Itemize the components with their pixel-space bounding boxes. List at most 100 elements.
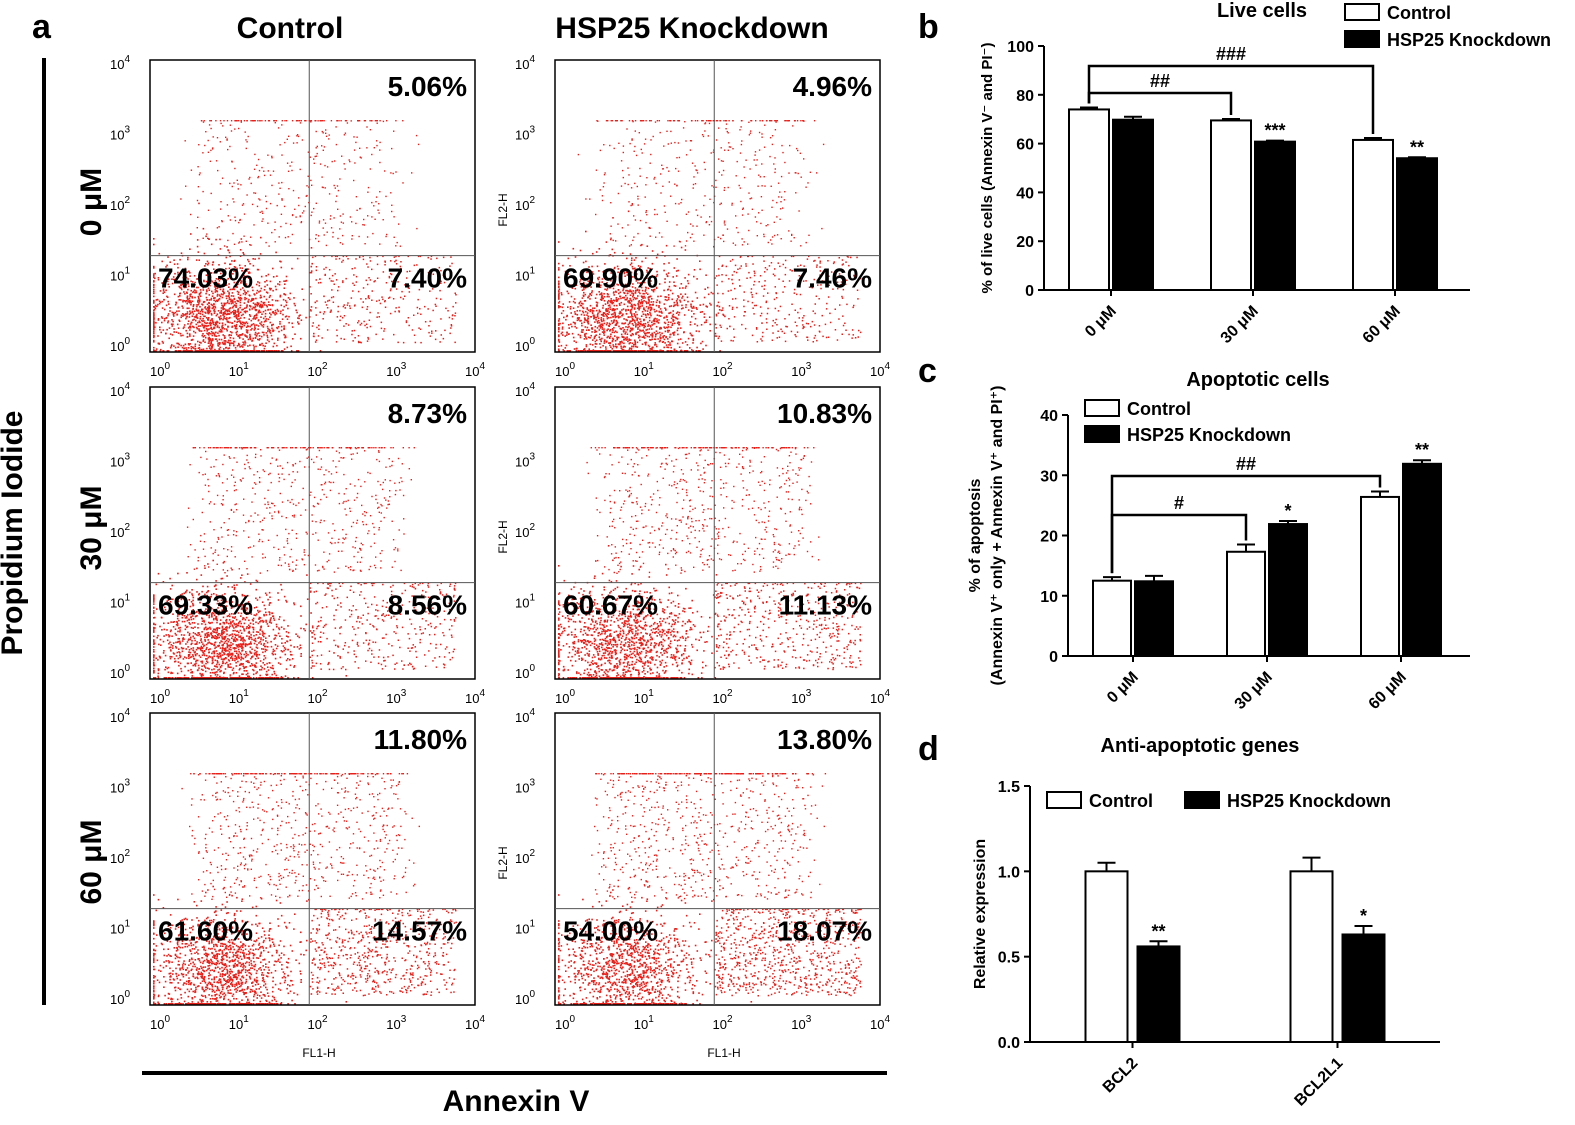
significance-bracket xyxy=(1087,64,1375,134)
legend-swatch-control xyxy=(1084,399,1120,417)
x-tick-label: 101 xyxy=(634,361,654,379)
quadrant-lr-percent: 18.07% xyxy=(777,916,872,947)
y-tick-label: 101 xyxy=(110,593,130,611)
x-tick-label: 104 xyxy=(870,1014,890,1032)
y-tick-label: 102 xyxy=(110,195,130,213)
flow-plot: 100 100 101 101 102 102 103 103 104 104 10.83% 60.6… xyxy=(496,381,890,706)
plot-frame xyxy=(149,386,476,680)
significance-bracket xyxy=(1087,91,1233,115)
plot-frame xyxy=(554,712,881,1006)
y-tick-label: 103 xyxy=(110,778,130,796)
x-tick-label: 102 xyxy=(307,361,327,379)
y-tick-label: 101 xyxy=(515,593,535,611)
quadrant-lr-percent: 7.40% xyxy=(388,263,467,294)
y-tick-label: 0.5 xyxy=(998,950,1020,967)
y-tick-label: 103 xyxy=(515,778,535,796)
bracket-label: ### xyxy=(1216,44,1246,64)
row-title-2: 60 μM xyxy=(75,819,108,904)
x-tick-label: 0 μM xyxy=(1104,669,1142,707)
x-tick-label: 104 xyxy=(465,361,485,379)
y-tick-label: 101 xyxy=(110,919,130,937)
x-tick-label: 101 xyxy=(229,688,249,706)
panel-a-y-title: Propidium Iodide xyxy=(0,411,29,656)
x-tick-label: 60 μM xyxy=(1366,669,1410,713)
significance-star: ** xyxy=(1415,440,1429,460)
y-tick-label: 102 xyxy=(515,195,535,213)
y-tick-label: 1.0 xyxy=(998,864,1020,881)
significance-bracket xyxy=(1110,474,1382,574)
x-tick-label: 103 xyxy=(386,361,406,379)
x-tick-label: 30 μM xyxy=(1218,303,1262,347)
y-tick-label: 103 xyxy=(515,452,535,470)
row-title-0: 0 μM xyxy=(75,168,108,236)
y-tick-label: 100 xyxy=(110,663,130,681)
significance-bracket xyxy=(1110,513,1248,574)
bar-control xyxy=(1360,495,1400,657)
quadrant-ll-percent: 60.67% xyxy=(563,590,658,621)
y-tick-label: 0 xyxy=(1049,649,1058,666)
x-tick-label: 103 xyxy=(791,688,811,706)
quadrant-lr-percent: 7.46% xyxy=(793,263,872,294)
x-tick-label: 103 xyxy=(791,1014,811,1032)
x-tick-label: 104 xyxy=(870,688,890,706)
flow-cytometry-grid: 100 100 101 101 102 102 103 103 104 104 5.06% 74.03… xyxy=(110,54,890,1060)
y-tick-label: 101 xyxy=(515,266,535,284)
y-tick-label: 0.0 xyxy=(998,1035,1020,1052)
bar-knockdown xyxy=(1268,523,1308,657)
fl1-axis-label: FL1-H xyxy=(707,1046,740,1060)
bar-control xyxy=(1092,579,1132,657)
y-tick-label: 100 xyxy=(515,336,535,354)
y-tick-label: 102 xyxy=(110,522,130,540)
chart-title: Anti-apoptotic genes xyxy=(1101,735,1300,757)
x-tick-label: BCL2 xyxy=(1100,1055,1142,1097)
legend-label: Control xyxy=(1089,791,1153,811)
y-axis-label: (Annexin V⁺ only + Annexin V⁺ and PI⁺) xyxy=(989,386,1006,686)
bracket-label: # xyxy=(1174,493,1184,513)
panel-b-letter: b xyxy=(918,8,939,46)
y-tick-label: 20 xyxy=(1016,234,1034,251)
fl1-axis-label: FL1-H xyxy=(302,1046,335,1060)
y-axis-label: % of live cells (Annexin V⁻ and PI⁻) xyxy=(979,43,996,294)
bar-control xyxy=(1226,550,1266,658)
flow-events xyxy=(153,773,457,1005)
x-tick-label: 100 xyxy=(150,1014,170,1032)
x-tick-label: 103 xyxy=(386,688,406,706)
y-tick-label: 102 xyxy=(515,522,535,540)
legend-label: HSP25 Knockdown xyxy=(1127,425,1291,445)
plot-frame xyxy=(554,386,881,680)
flow-plot: 100 100 101 101 102 102 103 103 104 104 5.06% 74.03… xyxy=(110,54,485,379)
legend-swatch-control xyxy=(1344,3,1380,21)
x-tick-label: 104 xyxy=(870,361,890,379)
x-tick-label: 60 μM xyxy=(1360,303,1404,347)
y-tick-label: 40 xyxy=(1040,408,1058,425)
y-tick-label: 101 xyxy=(110,266,130,284)
panel-a-letter: a xyxy=(32,8,52,46)
plot-frame xyxy=(149,712,476,1006)
y-tick-label: 30 xyxy=(1040,468,1058,485)
quadrant-ll-percent: 54.00% xyxy=(563,916,658,947)
significance-star: *** xyxy=(1264,121,1285,141)
bar-knockdown xyxy=(1254,140,1296,291)
bar-control xyxy=(1084,870,1129,1043)
plot-frame xyxy=(554,59,881,353)
flow-plot: 100 100 101 101 102 102 103 103 104 104 11.80% 61.6… xyxy=(110,707,485,1060)
panel-a-col-title-control: Control xyxy=(237,12,344,45)
legend-label: Control xyxy=(1127,399,1191,419)
x-tick-label: 102 xyxy=(307,1014,327,1032)
x-tick-label: BCL2L1 xyxy=(1292,1055,1347,1110)
y-tick-label: 1.5 xyxy=(998,779,1020,796)
x-tick-label: 104 xyxy=(465,1014,485,1032)
quadrant-lr-percent: 14.57% xyxy=(372,916,467,947)
significance-star: * xyxy=(1284,501,1291,521)
y-tick-label: 103 xyxy=(515,125,535,143)
x-tick-label: 100 xyxy=(555,361,575,379)
flow-events xyxy=(558,447,862,679)
x-tick-label: 102 xyxy=(712,361,732,379)
bracket-label: ## xyxy=(1236,454,1256,474)
x-tick-label: 101 xyxy=(229,361,249,379)
chart-b: 0 20 40 60 80 100 Live cells % of live cells (A… xyxy=(979,0,1551,347)
legend-swatch-control xyxy=(1046,791,1082,809)
bar-knockdown xyxy=(1402,462,1442,657)
y-tick-label: 80 xyxy=(1016,88,1034,105)
legend: Control HSP25 Knockdown xyxy=(1046,791,1391,811)
